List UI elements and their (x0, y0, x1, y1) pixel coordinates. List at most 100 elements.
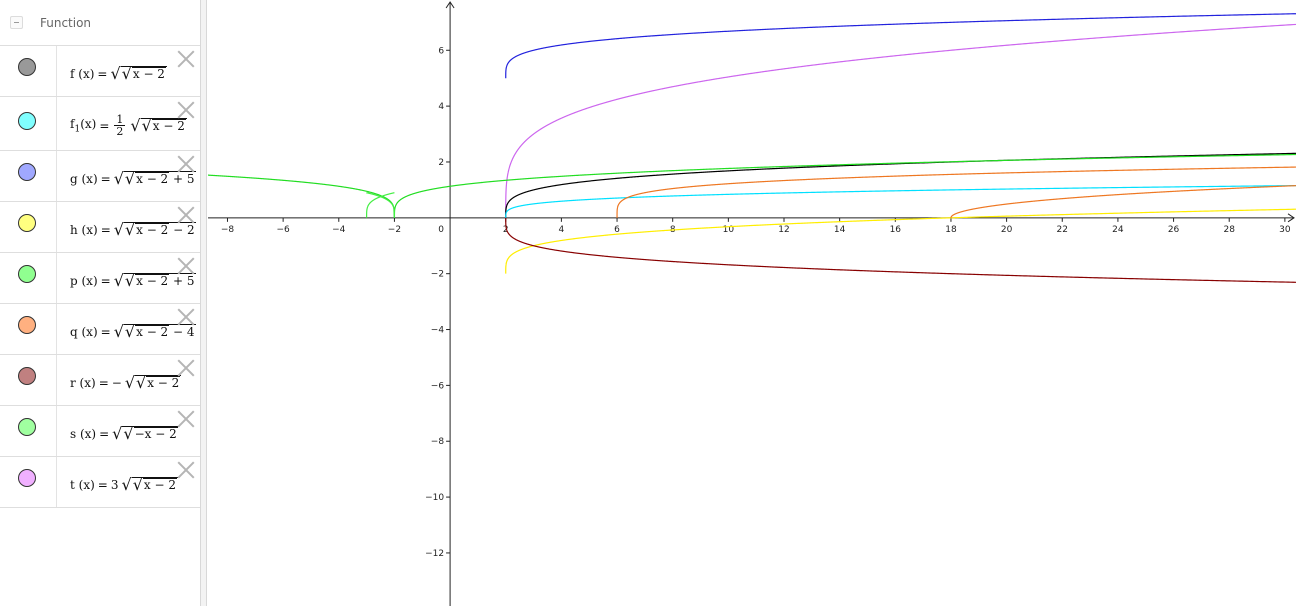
visibility-toggle-icon[interactable] (18, 214, 36, 232)
lhs: g (x) (70, 171, 98, 186)
marble-cell (0, 355, 57, 405)
algebra-row-r[interactable]: r (x) = − √ √ x − 2 (0, 354, 200, 405)
delete-icon[interactable] (177, 410, 195, 428)
lhs: p (x) (70, 273, 98, 288)
delete-icon[interactable] (177, 359, 195, 377)
visibility-toggle-icon[interactable] (18, 163, 36, 181)
delete-icon[interactable] (177, 50, 195, 68)
outer-radical: √ √ x − 2 (124, 373, 182, 392)
radicand: x − 2 (135, 223, 170, 237)
visibility-toggle-icon[interactable] (18, 316, 36, 334)
y-tick-label: −2 (431, 270, 444, 280)
lhs: f (x) (70, 66, 95, 81)
x-tick-label: 20 (1001, 225, 1013, 235)
y-tick-label: −12 (425, 549, 444, 559)
view-splitter[interactable] (200, 0, 207, 606)
y-tick-label: −10 (425, 493, 444, 503)
lhs: f1(x) (70, 116, 97, 135)
visibility-toggle-icon[interactable] (18, 418, 36, 436)
radicand: x − 2 (151, 119, 186, 133)
marble-cell (0, 202, 57, 252)
x-tick-label: 10 (723, 225, 735, 235)
tail: − 4 (173, 325, 195, 339)
equals: = (100, 324, 111, 339)
x-tick-label: −2 (388, 225, 401, 235)
y-tick-label: −4 (431, 326, 445, 336)
marble-cell (0, 97, 57, 150)
equals: = (100, 171, 111, 186)
marble-cell (0, 457, 57, 507)
tail: + 5 (173, 172, 195, 186)
marble-cell (0, 253, 57, 303)
curve-h (505, 208, 1296, 274)
header-label: Function (40, 16, 92, 30)
equals: = (100, 273, 111, 288)
formula[interactable]: h (x) = √ √ x − 2 − 2 (70, 220, 196, 239)
radicand: x − 2 (146, 376, 181, 390)
collapse-icon[interactable] (10, 16, 23, 29)
algebra-row-g[interactable]: g (x) = √ √ x − 2 + 5 (0, 150, 200, 201)
formula[interactable]: g (x) = √ √ x − 2 + 5 (70, 171, 196, 187)
delete-icon[interactable] (177, 308, 195, 326)
lhs: h (x) (70, 222, 98, 237)
visibility-toggle-icon[interactable] (18, 367, 36, 385)
marble-cell (0, 406, 57, 456)
x-tick-label: −4 (332, 225, 346, 235)
visibility-toggle-icon[interactable] (18, 58, 36, 76)
formula[interactable]: q (x) = √ √ x − 2 − 4 (70, 324, 196, 340)
x-tick-label: 18 (945, 225, 957, 235)
equals: = (98, 375, 109, 390)
delete-icon[interactable] (177, 155, 195, 173)
algebra-row-s[interactable]: s (x) = √ √ −x − 2 (0, 405, 200, 456)
outer-radical: √ √ x − 2 (130, 116, 187, 135)
marble-cell (0, 46, 57, 96)
algebra-row-t[interactable]: t (x) = 3 √ √ x − 2 (0, 456, 200, 508)
y-tick-label: 2 (438, 158, 444, 168)
algebra-row-p[interactable]: p (x) = √ √ x − 2 + 5 (0, 252, 200, 303)
delete-icon[interactable] (177, 101, 195, 119)
x-tick-label: 26 (1168, 225, 1180, 235)
formula[interactable]: t (x) = 3 √ √ x − 2 (70, 477, 178, 493)
x-tick-label: 0 (438, 225, 444, 235)
visibility-toggle-icon[interactable] (18, 112, 36, 130)
formula[interactable]: f (x) = √ √ x − 2 (70, 64, 167, 83)
y-tick-label: 4 (438, 102, 444, 112)
delete-icon[interactable] (177, 206, 195, 224)
x-tick-label: 6 (614, 225, 620, 235)
curve-f1 (505, 184, 1296, 218)
curve-g (505, 13, 1296, 79)
outer-radical: √ √ x − 2 (110, 64, 167, 83)
marble-cell (0, 304, 57, 354)
x-tick-label: 12 (778, 225, 789, 235)
prefix: − (111, 375, 122, 390)
algebra-row-h[interactable]: h (x) = √ √ x − 2 − 2 (0, 201, 200, 252)
x-tick-label: 22 (1057, 225, 1068, 235)
equals: = (99, 426, 110, 441)
equals: = (97, 477, 108, 492)
delete-icon[interactable] (177, 257, 195, 275)
formula[interactable]: p (x) = √ √ x − 2 + 5 (70, 273, 196, 289)
curve-p (393, 153, 1296, 218)
tail: − 2 (173, 223, 195, 237)
lhs: q (x) (70, 324, 98, 339)
formula[interactable]: s (x) = √ √ −x − 2 (70, 426, 179, 442)
y-tick-label: −6 (431, 381, 445, 391)
y-tick-label: −8 (431, 437, 445, 447)
graphics-view[interactable]: −8 −6 −4 −2 0 2 4 6 8 10 12 14 16 18 20 22 24 26 28 30−12−1… (208, 0, 1296, 606)
algebra-row-q[interactable]: q (x) = √ √ x − 2 − 4 (0, 303, 200, 354)
formula[interactable]: r (x) = − √ √ x − 2 (70, 373, 182, 392)
algebra-row-f[interactable]: f (x) = √ √ x − 2 (0, 45, 200, 96)
visibility-toggle-icon[interactable] (18, 469, 36, 487)
equals: = (99, 118, 110, 133)
delete-icon[interactable] (177, 461, 195, 479)
x-tick-label: 2 (503, 225, 509, 235)
outer-radical: √ √ x − 2 − 2 (113, 220, 196, 239)
algebra-header: Function (0, 0, 200, 45)
lhs: r (x) (70, 375, 96, 390)
visibility-toggle-icon[interactable] (18, 265, 36, 283)
x-tick-label: 16 (890, 225, 902, 235)
